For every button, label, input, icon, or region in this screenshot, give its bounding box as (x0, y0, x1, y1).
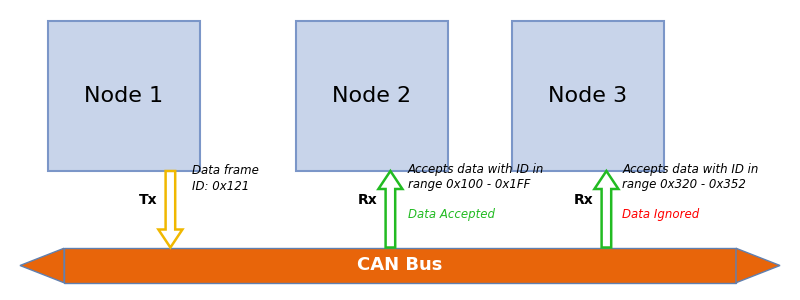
Bar (64, 248, 736, 283)
FancyBboxPatch shape (512, 21, 664, 171)
Polygon shape (378, 171, 402, 247)
Text: Data Ignored: Data Ignored (622, 208, 700, 221)
Text: Rx: Rx (574, 193, 594, 206)
Text: Node 2: Node 2 (333, 86, 411, 106)
Text: Data Accepted: Data Accepted (408, 208, 495, 221)
Text: Node 3: Node 3 (549, 86, 627, 106)
Polygon shape (736, 248, 780, 283)
Text: Rx: Rx (358, 193, 378, 206)
FancyBboxPatch shape (296, 21, 448, 171)
Text: CAN Bus: CAN Bus (358, 256, 442, 274)
Text: Accepts data with ID in
range 0x320 - 0x352: Accepts data with ID in range 0x320 - 0x… (622, 163, 758, 191)
Text: Node 1: Node 1 (85, 86, 163, 106)
Text: Accepts data with ID in
range 0x100 - 0x1FF: Accepts data with ID in range 0x100 - 0x… (408, 163, 544, 191)
FancyBboxPatch shape (48, 21, 200, 171)
Polygon shape (20, 248, 64, 283)
Polygon shape (158, 171, 182, 247)
Text: Tx: Tx (139, 193, 158, 206)
Polygon shape (594, 171, 618, 247)
Text: Data frame
ID: 0x121: Data frame ID: 0x121 (192, 164, 259, 193)
